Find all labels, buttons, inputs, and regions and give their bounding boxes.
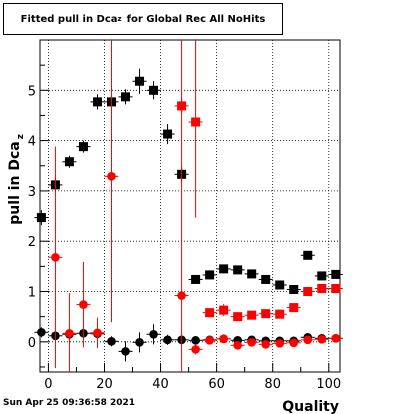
data-point-square: [163, 129, 173, 139]
chart-title-subscript: z: [117, 15, 122, 23]
data-point-circle: [149, 329, 158, 339]
data-point-square: [261, 274, 271, 284]
data-point-square: [121, 92, 131, 102]
data-point-circle: [191, 345, 200, 354]
data-point-square: [331, 283, 341, 293]
y-tick-label: 3: [28, 185, 36, 200]
data-point-circle: [37, 327, 46, 337]
y-tick-label: 1: [28, 286, 36, 301]
data-point-square: [303, 250, 313, 260]
x-tick-label: 40: [152, 377, 169, 392]
data-point-circle: [219, 334, 228, 344]
data-point-circle: [261, 340, 271, 349]
data-point-square: [135, 76, 145, 86]
series-1: [174, 40, 343, 322]
data-point-square: [317, 271, 327, 281]
data-point-square: [233, 312, 243, 322]
data-marks: [34, 40, 343, 372]
x-tick-label: 100: [316, 377, 341, 392]
x-tick-label: 0: [44, 377, 52, 392]
y-tick-label: 2: [28, 235, 36, 250]
data-point-square: [275, 309, 285, 319]
data-point-square: [219, 264, 229, 274]
data-point-circle: [205, 336, 214, 345]
x-tick-label: 60: [208, 377, 225, 392]
data-point-square: [92, 97, 102, 107]
data-point-circle: [177, 291, 186, 300]
data-point-square: [191, 117, 201, 127]
chart-title-text: Fitted pull in Dca: [20, 13, 118, 25]
data-point-circle: [107, 172, 116, 181]
series-3: [48, 40, 343, 372]
data-point-circle: [51, 253, 60, 262]
data-point-square: [64, 157, 74, 167]
plot-frame: [39, 39, 341, 373]
y-tick-label: 0: [28, 336, 36, 351]
data-point-square: [205, 270, 215, 280]
data-point-square: [317, 283, 327, 293]
x-axis-label: Quality: [282, 399, 339, 414]
data-point-circle: [93, 328, 102, 338]
data-point-circle: [317, 335, 327, 344]
data-point-square: [331, 269, 341, 279]
data-point-square: [275, 280, 285, 290]
data-point-circle: [233, 341, 242, 350]
data-point-square: [149, 85, 159, 95]
y-axis-label-subscript: z: [16, 134, 26, 139]
data-point-circle: [289, 338, 299, 348]
chart-title-suffix: for Global Rec All NoHits: [126, 13, 266, 25]
timestamp: Sun Apr 25 09:36:58 2021: [3, 398, 136, 408]
data-point-circle: [65, 328, 74, 338]
data-point-circle: [275, 339, 285, 348]
data-point-circle: [303, 335, 313, 345]
data-point-square: [233, 265, 243, 275]
data-point-square: [205, 308, 215, 318]
data-point-circle: [107, 337, 116, 346]
data-point-square: [78, 142, 88, 152]
data-point-square: [36, 213, 46, 223]
y-axis-label: pull in Dca z: [7, 134, 26, 225]
data-point-circle: [191, 336, 200, 345]
data-point-square: [261, 309, 271, 319]
data-point-square: [219, 305, 229, 315]
data-point-circle: [135, 338, 144, 347]
y-tick-label: 4: [28, 135, 36, 150]
axes: 0 20 40 60 80 100 0 1 2 3 4 5: [28, 64, 341, 392]
data-point-square: [247, 310, 257, 320]
data-point-square: [289, 303, 299, 313]
x-tick-label: 80: [264, 377, 281, 392]
data-point-circle: [163, 335, 172, 345]
data-point-square: [289, 285, 299, 295]
data-point-circle: [121, 347, 130, 356]
x-tick-label: 20: [96, 377, 113, 392]
data-point-square: [247, 269, 257, 279]
chart-title: Fitted pull in Dca z for Global Rec All …: [3, 3, 283, 35]
data-point-circle: [79, 300, 88, 309]
data-point-circle: [331, 333, 341, 343]
data-point-square: [191, 274, 201, 284]
y-axis-label-text: pull in Dca: [7, 141, 23, 224]
data-point-square: [303, 287, 313, 297]
y-tick-label: 5: [28, 84, 36, 99]
data-point-circle: [247, 338, 256, 347]
